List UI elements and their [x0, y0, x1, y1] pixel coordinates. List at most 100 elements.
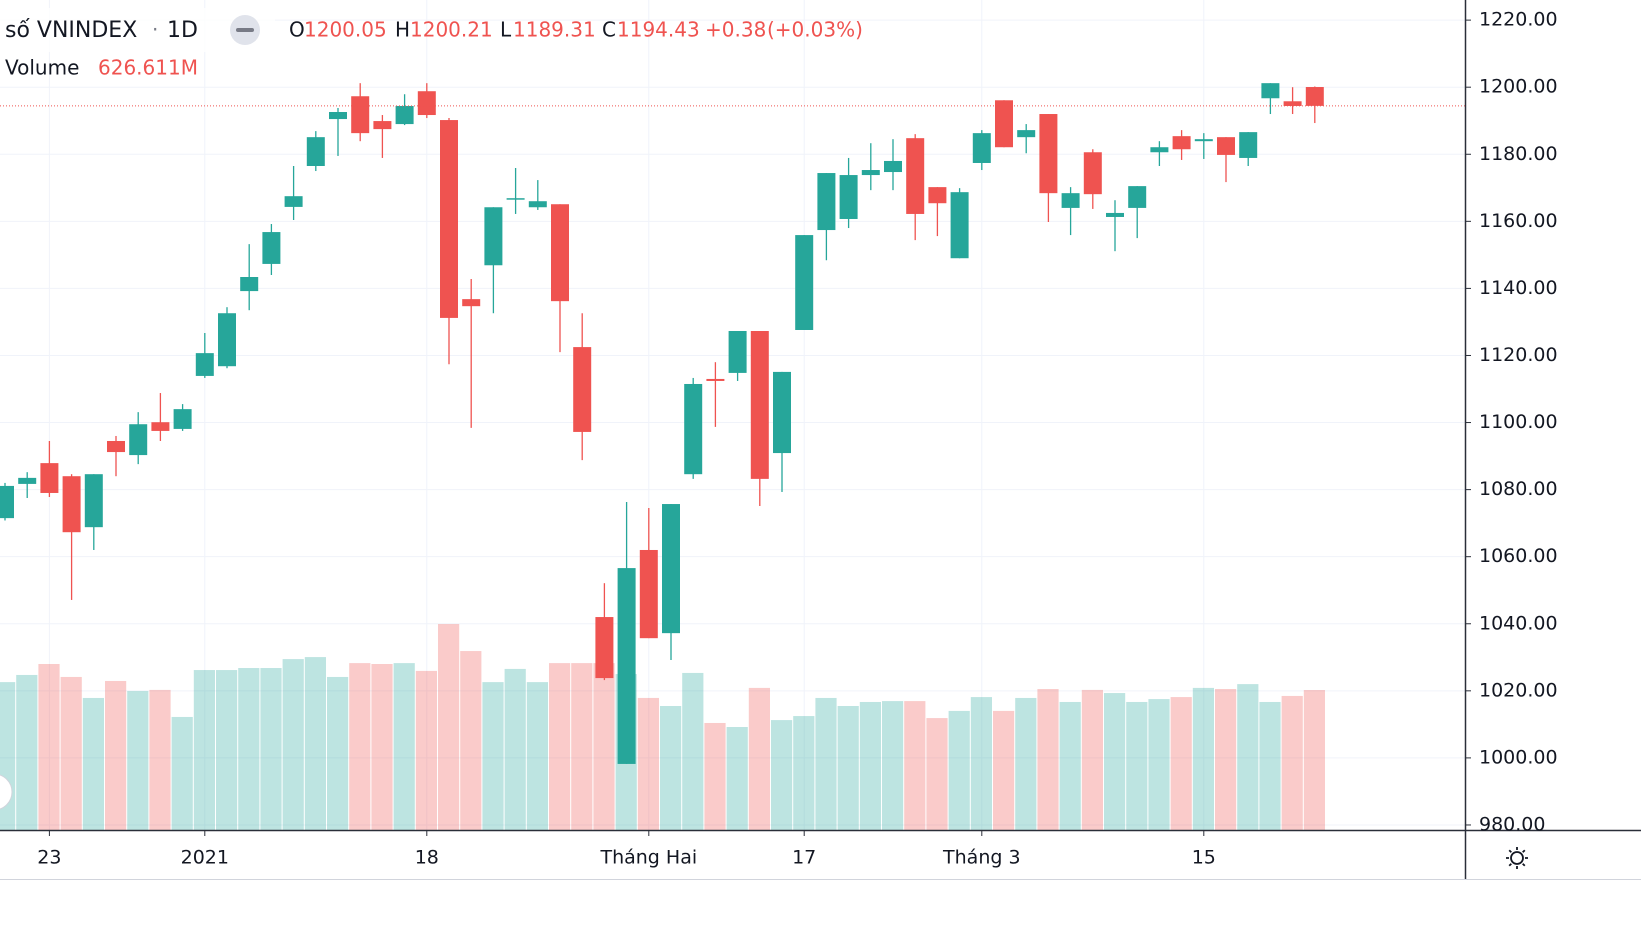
- scroll-button[interactable]: [0, 774, 13, 810]
- candle-body: [528, 201, 547, 208]
- candle-body: [1061, 193, 1080, 208]
- volume-bar: [549, 663, 571, 830]
- volume-bar: [748, 687, 770, 830]
- candle-body: [40, 463, 59, 493]
- volume-bar: [904, 701, 926, 830]
- volume-bar: [16, 674, 38, 830]
- high-value: 1200.21: [410, 18, 493, 42]
- volume-bar: [1126, 701, 1148, 830]
- volume-bar: [993, 710, 1015, 830]
- volume-bar: [127, 691, 149, 830]
- volume-bar: [216, 670, 238, 830]
- volume-bar: [571, 663, 593, 830]
- candle-body: [639, 549, 658, 639]
- volume-bar: [460, 651, 482, 830]
- candle-body: [1039, 114, 1058, 194]
- volume-bar: [593, 663, 615, 830]
- y-tick-label: 1060.00: [1479, 545, 1558, 567]
- y-tick-label: 1180.00: [1479, 143, 1558, 165]
- x-tick-label: 17: [792, 847, 816, 869]
- candle-body: [1128, 186, 1147, 208]
- candle-body: [861, 170, 880, 176]
- volume-bar: [282, 659, 304, 830]
- candle-body: [1261, 83, 1280, 99]
- header: số VNINDEX · 1D O 1200.05 H 1200.21 L 11…: [0, 8, 863, 80]
- candle-body: [617, 568, 636, 764]
- y-tick-label: 1000.00: [1479, 746, 1558, 768]
- interval: 1D: [167, 18, 198, 43]
- candle-body: [195, 353, 214, 376]
- header-bg: [0, 8, 275, 52]
- candle-body: [995, 100, 1013, 148]
- volume-bar: [1281, 695, 1303, 830]
- x-tick-label: Tháng Hai: [599, 847, 697, 869]
- volume-bar: [105, 680, 127, 830]
- y-tick-label: 1020.00: [1479, 679, 1558, 701]
- volume-bar: [1037, 689, 1059, 830]
- y-tick-label: 980.00: [1479, 813, 1545, 835]
- volume-bar: [438, 624, 460, 830]
- candle-body: [1305, 87, 1324, 106]
- volume-bar: [1059, 701, 1081, 830]
- volume-bar: [1259, 701, 1281, 830]
- volume-bar: [704, 722, 726, 830]
- y-tick-label: 1040.00: [1479, 612, 1558, 634]
- volume-bar: [793, 716, 815, 830]
- candle-body: [62, 476, 81, 533]
- volume-bar: [926, 718, 948, 830]
- volume-bar: [238, 668, 260, 830]
- volume-bar: [1015, 697, 1037, 830]
- volume-bar: [415, 670, 437, 830]
- x-tick-label: 2021: [181, 847, 229, 869]
- candle-body: [262, 232, 281, 264]
- axis-layer: 980.00 1000.00 1020.00 1040.00 1060.00 1080.0…: [37, 9, 1557, 869]
- change: +0.38: [705, 18, 766, 42]
- volume-bar: [193, 670, 215, 830]
- volume-bar: [171, 716, 193, 830]
- volume-bar: [948, 710, 970, 830]
- x-tick-label: 15: [1192, 847, 1216, 869]
- volume-bar: [327, 676, 349, 830]
- candle-body: [884, 160, 902, 173]
- volume-bar: [1303, 690, 1325, 830]
- volume-bar: [859, 701, 881, 830]
- candle-body: [1194, 139, 1213, 142]
- candle-body: [662, 504, 680, 634]
- volume-bar: [637, 697, 659, 830]
- volume-label: Volume: [5, 56, 79, 80]
- volume-bar: [38, 664, 60, 830]
- candle-body: [1017, 130, 1036, 138]
- candle-body: [728, 330, 747, 373]
- low-label: L: [500, 18, 512, 42]
- candle-body: [417, 91, 436, 116]
- candle-body: [928, 187, 947, 204]
- candle-body: [218, 313, 236, 367]
- volume-bar: [349, 663, 371, 830]
- x-tick-label: 18: [415, 847, 439, 869]
- y-tick-label: 1080.00: [1479, 478, 1558, 500]
- candle-body: [18, 477, 37, 484]
- volume-bar: [771, 720, 793, 830]
- volume-bar: [1192, 687, 1214, 830]
- volume-bar: [393, 663, 415, 830]
- low-value: 1189.31: [513, 18, 596, 42]
- candle-body: [750, 330, 769, 479]
- candle-body: [373, 121, 392, 130]
- candle-body: [129, 424, 148, 456]
- settings-icon[interactable]: [1506, 847, 1528, 869]
- candle-body: [84, 474, 103, 528]
- volume-bar: [1170, 697, 1192, 830]
- symbol: số VNINDEX: [5, 18, 137, 43]
- close-value: 1194.43: [617, 18, 700, 42]
- candle-body: [706, 378, 725, 381]
- candle-body: [151, 422, 170, 431]
- volume-bar: [815, 697, 837, 830]
- y-tick-label: 1200.00: [1479, 76, 1558, 98]
- candle-body: [284, 196, 303, 207]
- collapse-icon: [236, 28, 254, 32]
- volume-bar: [1215, 689, 1237, 830]
- y-tick-label: 1160.00: [1479, 210, 1558, 232]
- candle-body: [440, 120, 458, 318]
- gear-ring: [1510, 851, 1524, 865]
- y-tick-label: 1140.00: [1479, 277, 1558, 299]
